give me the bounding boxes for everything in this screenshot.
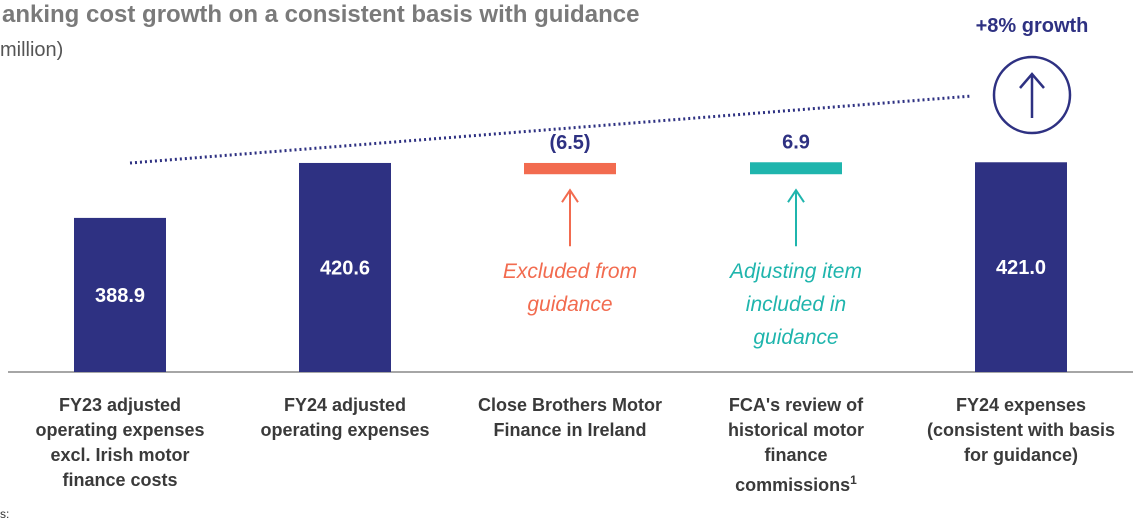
value-label: 388.9 bbox=[95, 285, 145, 307]
bar bbox=[750, 162, 842, 175]
value-label: 421.0 bbox=[996, 257, 1046, 279]
x-tick-label: FY24 adjusted operating expenses bbox=[260, 395, 430, 440]
chart-subtitle: million) bbox=[0, 39, 63, 61]
x-tick-label: Close Brothers Motor Finance in Ireland bbox=[477, 395, 663, 440]
trend-line bbox=[129, 94, 973, 165]
bar bbox=[74, 217, 166, 372]
bar bbox=[524, 162, 616, 175]
annotation-arrow bbox=[787, 188, 805, 247]
footnote-marker: 1 bbox=[850, 473, 857, 487]
footnote: s: bbox=[0, 507, 9, 521]
annotation: Excluded from guidance bbox=[502, 260, 638, 316]
x-tick-label: FCA's review of historical motor finance… bbox=[727, 395, 865, 495]
x-tick-label: FY24 expenses (consistent with basis for… bbox=[926, 395, 1116, 465]
annotation: Adjusting item included in guidance bbox=[730, 260, 862, 349]
value-label: 6.9 bbox=[782, 131, 810, 153]
annotation-arrow bbox=[561, 188, 579, 247]
value-label: (6.5) bbox=[549, 132, 590, 154]
bar bbox=[299, 162, 391, 372]
growth-label: +8% growth bbox=[976, 15, 1089, 37]
chart-title: anking cost growth on a consistent basis… bbox=[2, 1, 639, 28]
bar bbox=[975, 162, 1067, 372]
growth-circle bbox=[992, 55, 1072, 135]
x-tick-label: FY23 adjusted operating expenses excl. I… bbox=[35, 395, 205, 490]
growth-arrow bbox=[1019, 72, 1045, 118]
value-label: 420.6 bbox=[320, 257, 370, 279]
